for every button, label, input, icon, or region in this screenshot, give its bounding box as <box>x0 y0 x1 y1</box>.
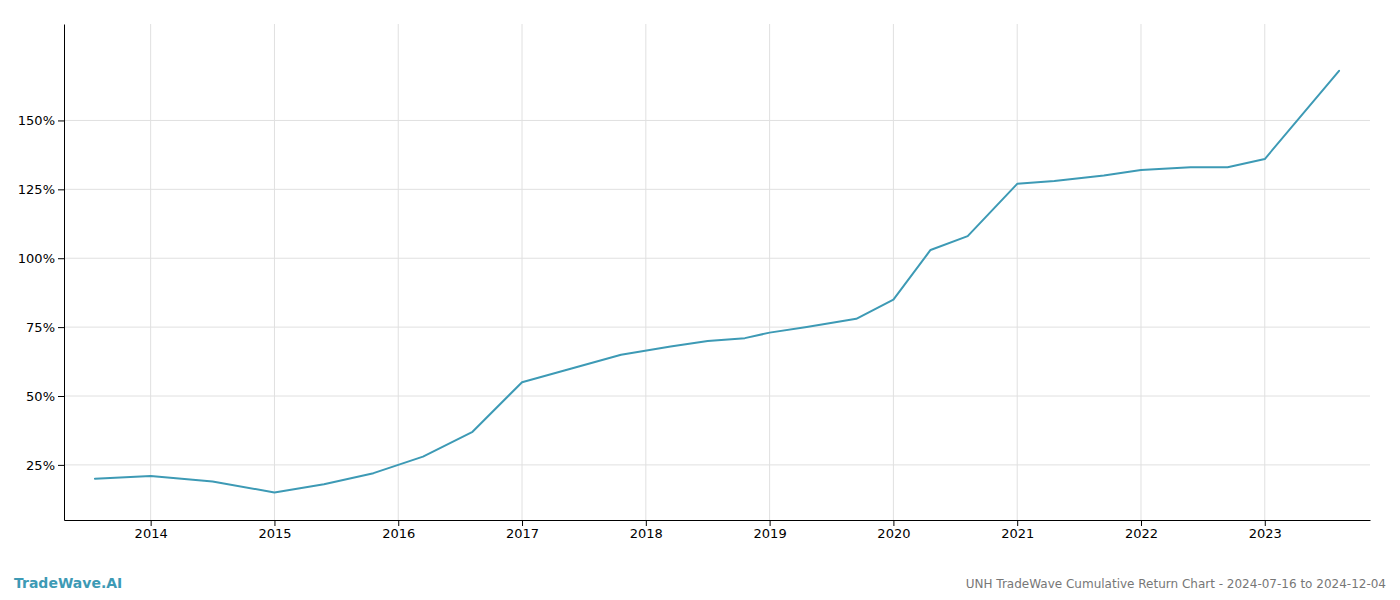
grid-line <box>769 24 770 520</box>
x-tick-label: 2023 <box>1249 526 1282 541</box>
y-tick: 100% <box>18 251 64 266</box>
x-axis: 2014 2015 2016 2017 2018 2019 2020 2021 2022 2023 <box>65 520 1371 541</box>
y-tick-mark <box>58 258 64 259</box>
annotation: TradeWave.AI <box>14 575 122 591</box>
grid-line <box>1140 24 1141 520</box>
x-tick: 2015 <box>258 520 291 541</box>
grid-line <box>1017 24 1018 520</box>
x-tick-label: 2022 <box>1125 526 1158 541</box>
annotations: TradeWave.AI UNH TradeWave Cumulative Ret… <box>14 575 1386 591</box>
x-tick-label: 2018 <box>630 526 663 541</box>
x-tick-mark <box>770 520 771 526</box>
x-tick: 2020 <box>877 520 910 541</box>
x-tick: 2023 <box>1249 520 1282 541</box>
x-tick: 2019 <box>754 520 787 541</box>
grid-line <box>398 24 399 520</box>
y-tick: 25% <box>26 458 64 473</box>
y-tick: 150% <box>18 113 64 128</box>
y-tick-mark <box>58 396 64 397</box>
grid-line <box>522 24 523 520</box>
y-tick-mark <box>58 327 64 328</box>
grid-line <box>893 24 894 520</box>
x-tick-label: 2020 <box>877 526 910 541</box>
y-tick-label: 125% <box>18 182 55 197</box>
x-tick-mark <box>646 520 647 526</box>
x-tick-mark <box>1141 520 1142 526</box>
grid-line <box>150 24 151 520</box>
y-tick-label: 100% <box>18 251 55 266</box>
x-tick-label: 2021 <box>1001 526 1034 541</box>
grid-line <box>64 120 1370 121</box>
x-tick-label: 2015 <box>258 526 291 541</box>
x-tick-label: 2019 <box>754 526 787 541</box>
marks <box>95 71 1339 493</box>
x-tick-mark <box>274 520 275 526</box>
line <box>95 71 1339 493</box>
y-tick-label: 50% <box>26 389 55 404</box>
grid-line <box>64 258 1370 259</box>
x-tick-mark <box>522 520 523 526</box>
y-tick-label: 75% <box>26 320 55 335</box>
x-tick-mark <box>151 520 152 526</box>
x-tick-label: 2014 <box>135 526 168 541</box>
x-tick: 2016 <box>382 520 415 541</box>
y-tick-mark <box>58 120 64 121</box>
y-tick-label: 25% <box>26 458 55 473</box>
y-axis-line <box>64 25 65 521</box>
x-tick-mark <box>1017 520 1018 526</box>
grid <box>64 24 1370 520</box>
x-tick-mark <box>398 520 399 526</box>
grid-line <box>1264 24 1265 520</box>
grid-line <box>274 24 275 520</box>
x-tick-mark <box>893 520 894 526</box>
x-tick: 2021 <box>1001 520 1034 541</box>
x-axis-line <box>65 520 1371 521</box>
x-tick: 2022 <box>1125 520 1158 541</box>
annotation: UNH TradeWave Cumulative Return Chart - … <box>966 577 1386 591</box>
y-tick-mark <box>58 465 64 466</box>
y-tick: 75% <box>26 320 64 335</box>
y-tick-label: 150% <box>18 113 55 128</box>
grid-line <box>64 327 1370 328</box>
x-tick: 2014 <box>135 520 168 541</box>
grid-line <box>64 396 1370 397</box>
x-tick-label: 2017 <box>506 526 539 541</box>
plot-area: 2014 2015 2016 2017 2018 2019 2020 2021 2022 2023… <box>18 24 1371 541</box>
y-tick-mark <box>58 189 64 190</box>
y-tick: 50% <box>26 389 64 404</box>
x-tick-mark <box>1265 520 1266 526</box>
grid-line <box>64 464 1370 465</box>
chart: 2014 2015 2016 2017 2018 2019 2020 2021 2022 2023… <box>0 0 1400 600</box>
x-tick-label: 2016 <box>382 526 415 541</box>
x-tick: 2018 <box>630 520 663 541</box>
y-axis: 25% 50% 75% 100% 125% 150% <box>18 25 65 521</box>
grid-line <box>64 189 1370 190</box>
y-tick: 125% <box>18 182 64 197</box>
grid-line <box>645 24 646 520</box>
x-tick: 2017 <box>506 520 539 541</box>
